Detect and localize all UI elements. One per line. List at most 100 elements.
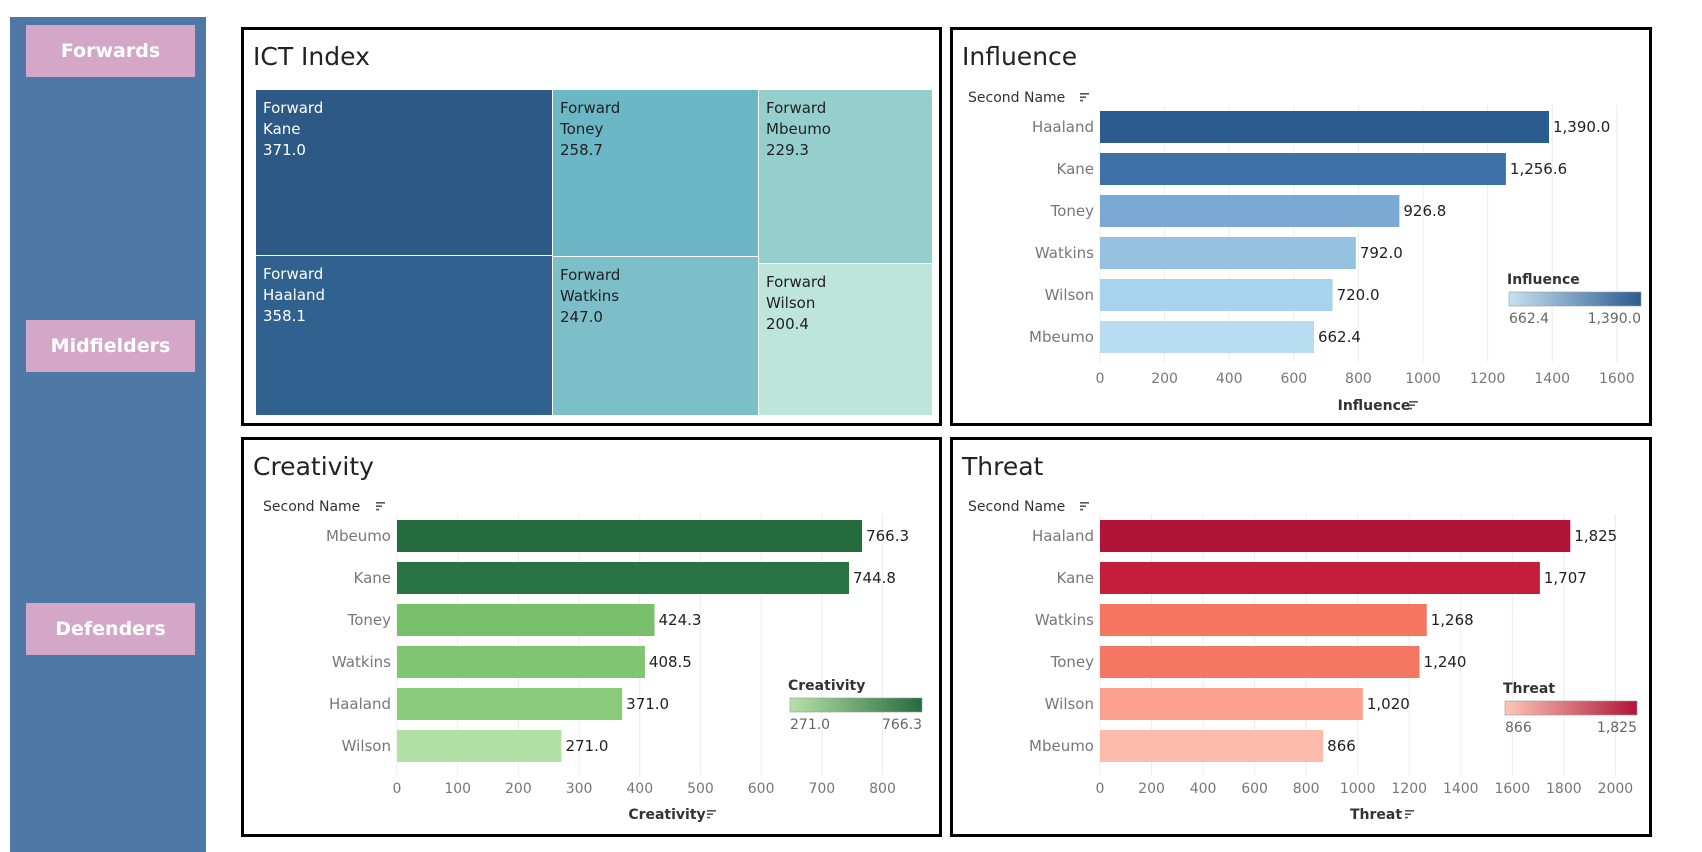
bar-haaland[interactable]	[1100, 520, 1571, 552]
bar-value-label: 1,825	[1574, 527, 1617, 545]
category-label: Toney	[347, 611, 392, 629]
treemap-cell-watkins[interactable]: Forward Watkins 247.0	[553, 257, 759, 416]
row-axis-header: Second Name	[263, 499, 360, 515]
category-label: Mbeumo	[326, 527, 391, 545]
x-tick-label: 1400	[1443, 781, 1479, 797]
x-tick-label: 800	[869, 781, 896, 797]
treemap-cell-name: Watkins	[560, 287, 620, 305]
x-tick-label: 0	[1096, 781, 1105, 797]
row-sort-icon[interactable]	[376, 502, 385, 511]
category-label: Wilson	[1045, 286, 1094, 304]
treemap-cell-value: 200.4	[766, 315, 809, 333]
bar-value-label: 866	[1327, 737, 1356, 755]
category-label: Kane	[1057, 569, 1095, 587]
bar-toney[interactable]	[397, 604, 655, 636]
bar-wilson[interactable]	[397, 730, 562, 762]
bar-value-label: 766.3	[866, 527, 909, 545]
treemap-cell-toney[interactable]: Forward Toney 258.7	[553, 90, 759, 257]
bar-wilson[interactable]	[1100, 279, 1333, 311]
legend-min-label: 662.4	[1509, 311, 1549, 327]
x-tick-label: 200	[505, 781, 532, 797]
x-tick-label: 200	[1151, 371, 1178, 387]
bar-mbeumo[interactable]	[397, 520, 863, 552]
bar-value-label: 720.0	[1337, 286, 1380, 304]
bar-value-label: 1,268	[1431, 611, 1474, 629]
bar-mbeumo[interactable]	[1100, 730, 1324, 762]
influence-title: Influence	[962, 42, 1078, 71]
treemap-cell-haaland[interactable]: Forward Haaland 358.1	[256, 256, 553, 416]
x-axis-sort-icon[interactable]	[707, 810, 716, 819]
bar-value-label: 271.0	[565, 737, 608, 755]
bar-haaland[interactable]	[1100, 111, 1550, 143]
x-tick-label: 600	[748, 781, 775, 797]
bar-haaland[interactable]	[397, 688, 623, 720]
treemap-cell-value: 247.0	[560, 308, 603, 326]
treemap-cell-value: 358.1	[263, 307, 306, 325]
x-tick-label: 500	[687, 781, 714, 797]
legend-title: Creativity	[788, 678, 865, 694]
treemap-cell-wilson[interactable]: Forward Wilson 200.4	[759, 264, 933, 416]
bar-watkins[interactable]	[1100, 237, 1356, 269]
row-sort-icon[interactable]	[1080, 93, 1089, 102]
category-label: Watkins	[332, 653, 391, 671]
category-label: Haaland	[1032, 527, 1094, 545]
x-tick-label: 700	[808, 781, 835, 797]
treemap-cell-mbeumo[interactable]: Forward Mbeumo 229.3	[759, 90, 933, 264]
legend-title: Threat	[1503, 681, 1555, 697]
defenders-button[interactable]: Defenders	[26, 603, 195, 655]
x-axis-title: Creativity	[628, 807, 705, 823]
row-axis-header: Second Name	[968, 499, 1065, 515]
x-tick-label: 300	[566, 781, 593, 797]
bar-toney[interactable]	[1100, 646, 1420, 678]
legend-color-ramp	[1508, 291, 1642, 307]
bar-value-label: 1,390.0	[1553, 118, 1610, 136]
treemap-cell-name: Mbeumo	[766, 120, 831, 138]
category-label: Wilson	[342, 737, 391, 755]
treemap-cell-value: 229.3	[766, 141, 809, 159]
x-tick-label: 0	[393, 781, 402, 797]
x-axis-sort-icon[interactable]	[1409, 401, 1418, 410]
bar-value-label: 408.5	[649, 653, 692, 671]
treemap-cell-position: Forward	[263, 99, 324, 117]
treemap-cell-position: Forward	[766, 273, 827, 291]
legend-title: Influence	[1507, 272, 1580, 288]
bar-kane[interactable]	[1100, 153, 1506, 185]
treemap-cell-name: Haaland	[263, 286, 326, 304]
x-tick-label: 800	[1293, 781, 1320, 797]
creativity-panel: Creativity Second Name Mbeumo 766.3 Kane 744…	[241, 437, 942, 837]
bar-toney[interactable]	[1100, 195, 1400, 227]
x-tick-label: 0	[1096, 371, 1105, 387]
x-tick-label: 1800	[1546, 781, 1582, 797]
treemap-cell-value: 371.0	[263, 141, 306, 159]
navigation-sidebar	[10, 17, 206, 852]
legend-max-label: 1,390.0	[1588, 311, 1641, 327]
x-axis-sort-icon[interactable]	[1405, 810, 1414, 819]
influence-panel: Influence Second Name Haaland 1,390.0 Kane 1…	[950, 27, 1652, 426]
bar-value-label: 371.0	[626, 695, 669, 713]
bar-mbeumo[interactable]	[1100, 321, 1314, 353]
treemap-cell-name: Toney	[560, 120, 604, 138]
legend-min-label: 271.0	[790, 717, 830, 733]
category-label: Watkins	[1035, 611, 1094, 629]
ict-index-panel: ICT Index Forward Kane 371.0 Forward Haaland…	[241, 27, 942, 426]
row-sort-icon[interactable]	[1080, 502, 1089, 511]
x-tick-label: 400	[1190, 781, 1217, 797]
treemap-cell-value: 258.7	[560, 141, 603, 159]
bar-wilson[interactable]	[1100, 688, 1363, 720]
category-label: Kane	[1057, 160, 1095, 178]
category-label: Haaland	[329, 695, 391, 713]
forwards-button[interactable]: Forwards	[26, 25, 195, 77]
bar-value-label: 1,020	[1367, 695, 1410, 713]
bar-value-label: 792.0	[1360, 244, 1403, 262]
legend-min-label: 866	[1505, 720, 1532, 736]
midfielders-button[interactable]: Midfielders	[26, 320, 195, 372]
category-label: Toney	[1050, 202, 1095, 220]
bar-watkins[interactable]	[1100, 604, 1427, 636]
category-label: Mbeumo	[1029, 737, 1094, 755]
treemap-cell-kane[interactable]: Forward Kane 371.0	[256, 90, 553, 256]
bar-kane[interactable]	[397, 562, 850, 594]
bar-kane[interactable]	[1100, 562, 1540, 594]
legend-color-ramp	[1504, 700, 1638, 716]
bar-watkins[interactable]	[397, 646, 645, 678]
bar-value-label: 926.8	[1403, 202, 1446, 220]
